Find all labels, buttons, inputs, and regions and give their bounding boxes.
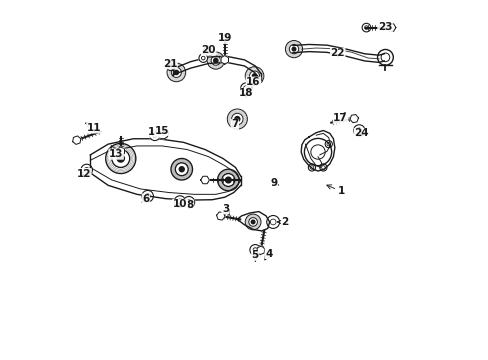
Polygon shape [256, 246, 264, 255]
Polygon shape [349, 114, 358, 123]
Polygon shape [301, 131, 334, 171]
Polygon shape [117, 147, 124, 156]
Circle shape [199, 54, 207, 62]
Circle shape [251, 220, 254, 224]
Text: 1: 1 [326, 185, 344, 197]
Text: 22: 22 [330, 48, 344, 58]
Circle shape [174, 70, 178, 75]
Text: 9: 9 [270, 178, 278, 188]
Circle shape [174, 196, 185, 207]
Circle shape [158, 128, 168, 139]
Text: 21: 21 [163, 59, 177, 69]
Text: 6: 6 [142, 194, 149, 204]
Polygon shape [201, 176, 209, 184]
Text: 15: 15 [155, 126, 169, 135]
Circle shape [292, 47, 295, 51]
Text: 8: 8 [186, 200, 193, 210]
Circle shape [252, 74, 256, 78]
Polygon shape [73, 136, 81, 144]
Circle shape [249, 244, 260, 255]
Text: 20: 20 [201, 45, 215, 55]
Text: 16: 16 [246, 77, 260, 87]
Circle shape [203, 47, 212, 56]
Polygon shape [386, 24, 395, 31]
Text: 19: 19 [217, 33, 231, 43]
Circle shape [234, 117, 239, 122]
Text: 12: 12 [77, 168, 91, 179]
Text: 5: 5 [251, 250, 258, 261]
Text: 3: 3 [222, 204, 229, 215]
Text: 7: 7 [231, 120, 238, 129]
Text: 14: 14 [147, 127, 162, 137]
Circle shape [225, 177, 231, 183]
Text: 23: 23 [377, 22, 391, 32]
Text: 4: 4 [264, 248, 272, 260]
Circle shape [183, 197, 194, 208]
Text: 10: 10 [172, 199, 187, 210]
Text: 24: 24 [353, 129, 368, 138]
Polygon shape [221, 55, 228, 64]
Circle shape [149, 130, 160, 140]
Circle shape [179, 167, 184, 172]
Text: 17: 17 [333, 113, 347, 123]
Circle shape [353, 125, 364, 136]
Circle shape [117, 155, 124, 162]
Circle shape [213, 58, 218, 63]
Text: 13: 13 [109, 146, 123, 159]
Text: 2: 2 [277, 217, 288, 227]
Text: 18: 18 [239, 88, 253, 98]
Polygon shape [237, 212, 269, 231]
Polygon shape [216, 212, 224, 220]
Circle shape [362, 23, 370, 32]
Text: 11: 11 [85, 123, 101, 133]
